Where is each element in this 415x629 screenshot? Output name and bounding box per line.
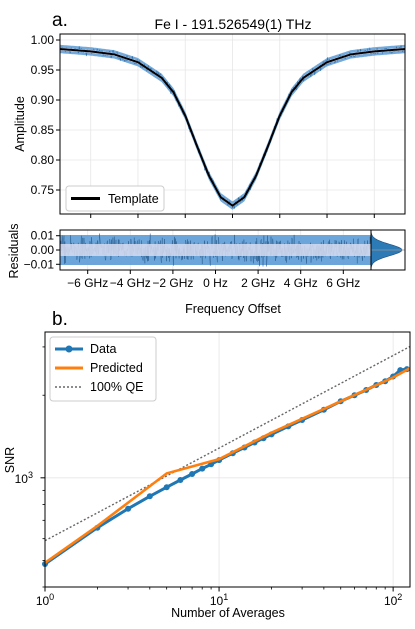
legend-data-marker bbox=[65, 345, 73, 353]
panel-a-data bbox=[59, 44, 406, 210]
panel-b-data-point bbox=[199, 465, 206, 472]
legend-a-box bbox=[65, 185, 165, 212]
panel-b-predicted-line bbox=[44, 367, 411, 564]
panel-a-letter: a. bbox=[52, 10, 68, 31]
residuals-xtick-label: 0 Hz bbox=[203, 276, 228, 290]
residuals-xtick-label: −2 GHz bbox=[152, 276, 193, 290]
panel-a-ytick-label: 0.95 bbox=[31, 63, 55, 77]
residuals-ticks: −6 GHz −4 GHz −2 GHz 0 Hz 2 GHz 4 GHz 6 GHz 0.0… bbox=[24, 229, 361, 290]
panel-b-data-point bbox=[189, 471, 196, 477]
panel-a-title: Fe I - 191.526549(1) THz bbox=[155, 16, 312, 32]
panel-b-data bbox=[42, 345, 411, 567]
residuals-inner-band bbox=[60, 244, 371, 256]
panel-b-xtick-exponent: 0 bbox=[49, 592, 54, 602]
residuals-ytick-label: −0.01 bbox=[24, 257, 55, 271]
residuals-xtick-label: 6 GHz bbox=[326, 276, 360, 290]
residuals-xtick-label: −6 GHz bbox=[67, 276, 108, 290]
panel-b-xtick-exponent: 1 bbox=[223, 592, 228, 602]
residuals-xtick-label: −4 GHz bbox=[110, 276, 151, 290]
panel-a-template-line bbox=[59, 48, 406, 207]
panel-b-xtick-label: 100 bbox=[36, 592, 54, 608]
panel-a-legend: Template bbox=[65, 185, 165, 212]
panel-b-data-point bbox=[163, 484, 170, 491]
panel-b-ytick-label: 103 bbox=[15, 470, 33, 486]
panel-a-ytick-label: 0.75 bbox=[31, 183, 55, 197]
panel-a-ylabel: Amplitude bbox=[13, 96, 27, 152]
residuals-histogram bbox=[370, 229, 405, 271]
panel-a-ytick-label: 0.85 bbox=[31, 123, 55, 137]
panel-b-ylabel: SNR bbox=[3, 447, 17, 473]
panel-b-qe-line bbox=[44, 345, 411, 542]
residuals-xtick-label: 4 GHz bbox=[284, 276, 318, 290]
panel-b-xlabel: Number of Averages bbox=[171, 606, 285, 620]
legend-b-box bbox=[49, 336, 157, 402]
panel-b-legend: Data Predicted 100% QE bbox=[49, 336, 157, 402]
panel-b-letter: b. bbox=[52, 309, 68, 330]
residuals-data bbox=[59, 233, 372, 267]
histogram-frame bbox=[370, 229, 406, 271]
panel-b-data-point bbox=[177, 477, 184, 483]
panel-b-data-point bbox=[146, 493, 153, 500]
legend-data-label: Data bbox=[90, 342, 116, 356]
legend-predicted-label: Predicted bbox=[90, 361, 143, 375]
panel-a-ytick-label: 0.80 bbox=[31, 153, 55, 167]
residuals-ytick-label: 0.01 bbox=[31, 229, 55, 243]
panel-a-ytick-label: 0.90 bbox=[31, 93, 55, 107]
panel-b-ytick-exponent: 3 bbox=[28, 470, 33, 480]
panel-b-frame bbox=[44, 331, 411, 588]
legend-qe-label: 100% QE bbox=[90, 380, 144, 394]
residuals-xtick-label: 2 GHz bbox=[241, 276, 275, 290]
panel-b-xtick-label: 102 bbox=[384, 592, 402, 608]
panel-b-xtick-exponent: 2 bbox=[397, 592, 402, 602]
residuals-ylabel: Residuals bbox=[7, 224, 21, 279]
panel-a-yticks: 0.75 0.80 0.85 0.90 0.95 1.00 bbox=[31, 33, 375, 218]
residuals-xlabel: Frequency Offset bbox=[185, 302, 281, 316]
panel-a-ytick-label: 1.00 bbox=[31, 33, 55, 47]
residuals-ytick-label: 0.00 bbox=[31, 243, 55, 257]
panel-b-data-point bbox=[125, 505, 132, 512]
legend-template-label: Template bbox=[108, 192, 159, 206]
